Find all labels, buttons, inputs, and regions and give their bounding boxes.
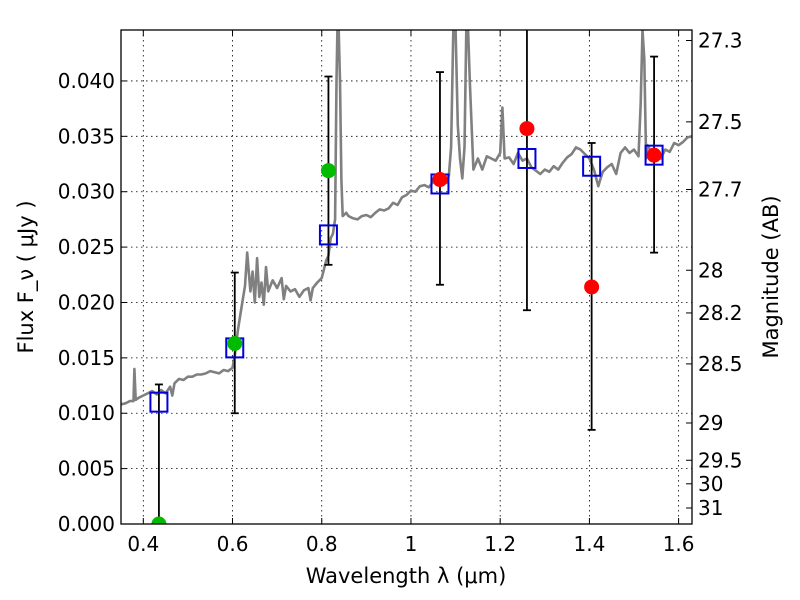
observed-point [519, 121, 535, 137]
y-tick-label: 0.005 [58, 457, 115, 481]
right-tick-label: 28 [698, 258, 723, 282]
y-tick-label: 0.030 [58, 180, 115, 204]
observed-point [151, 516, 167, 524]
right-tick-label: 27.7 [698, 178, 743, 202]
y-tick-label: 0.040 [58, 69, 115, 93]
observed-point [227, 335, 243, 351]
observed-point [646, 147, 662, 163]
y-tick-label: 0.010 [58, 401, 115, 425]
model-point [517, 147, 537, 169]
right-tick-label: 28.5 [698, 352, 743, 376]
plot-frame [120, 29, 693, 525]
y-tick-label: 0.035 [58, 124, 115, 148]
y-axis-title: Flux F_ν ( μJy ) [14, 200, 39, 353]
right-axis-title: Magnitude (AB) [759, 195, 783, 358]
right-tick-label: 29 [698, 411, 723, 435]
x-tick-label: 0.6 [217, 532, 249, 556]
y-tick-label: 0.025 [58, 235, 115, 259]
x-tick-label: 0.8 [306, 532, 338, 556]
model-point [644, 144, 664, 166]
x-tick-label: 1 [405, 532, 418, 556]
model-point [318, 224, 338, 246]
grid [121, 30, 692, 524]
observed-point [432, 172, 448, 188]
y-tick-label: 0.020 [58, 290, 115, 314]
y-tick-label: 0.000 [58, 512, 115, 536]
x-tick-label: 0.4 [127, 532, 159, 556]
right-tick-label: 31 [698, 496, 723, 520]
x-tick-label: 1.6 [663, 532, 695, 556]
x-tick-label: 1.4 [573, 532, 605, 556]
spectrum-line [121, 30, 692, 406]
observed-point [320, 163, 336, 179]
right-tick-label: 27.5 [698, 110, 743, 134]
x-axis-title: Wavelength λ (μm) [306, 564, 507, 588]
observed-point [584, 279, 600, 295]
model-point [149, 391, 169, 413]
right-tick-label: 27.3 [698, 29, 743, 53]
model-point [582, 155, 602, 177]
plot-area [121, 30, 692, 524]
axes: 0.4 0.6 0.8 1 1.2 1.4 1.6 0.000 0.005 0.010 0.015 0… [58, 29, 743, 556]
right-tick-label: 28.2 [698, 301, 743, 325]
right-tick-label: 29.5 [698, 448, 743, 472]
x-tick-label: 1.2 [484, 532, 516, 556]
right-tick-label: 30 [698, 472, 723, 496]
y-tick-label: 0.015 [58, 346, 115, 370]
